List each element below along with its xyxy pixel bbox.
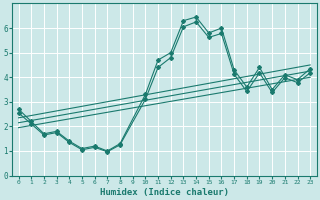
- X-axis label: Humidex (Indice chaleur): Humidex (Indice chaleur): [100, 188, 229, 197]
